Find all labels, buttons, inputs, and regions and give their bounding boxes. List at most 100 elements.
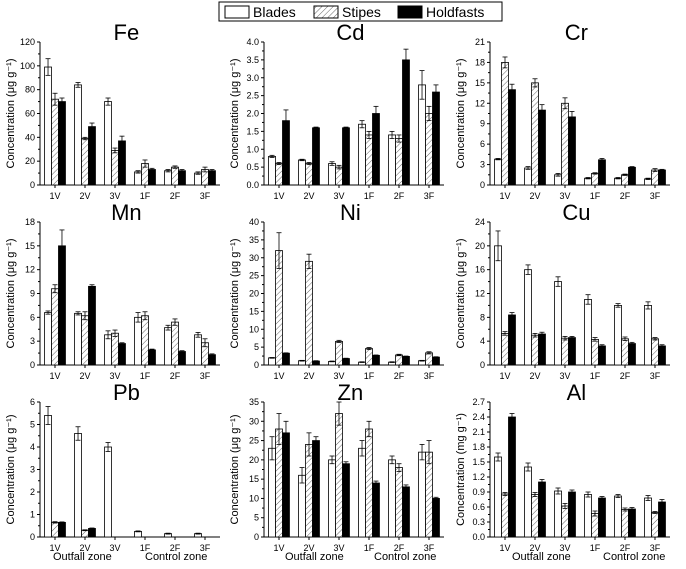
bar-blades-1f xyxy=(134,171,142,186)
bar-holdfasts-3v xyxy=(118,343,126,366)
x-tick-label: 1F xyxy=(364,191,375,201)
bar-holdfasts-1v xyxy=(282,352,290,366)
y-tick-label: 25 xyxy=(249,436,259,446)
y-axis-title: Concentration (μg g⁻¹) xyxy=(5,415,17,525)
x-tick-label: 2F xyxy=(170,543,181,553)
bar-holdfasts-1v xyxy=(58,521,66,538)
y-tick-label: 0.9 xyxy=(472,487,485,497)
panel-cu: 0 4 8 12 16 20 24 Concentration (μg g⁻¹) Cu 1V 2V 3… xyxy=(455,200,670,381)
x-tick-label: 3F xyxy=(650,191,661,201)
bar-blades-3v xyxy=(104,101,112,186)
bar-stipes-3v xyxy=(561,337,569,366)
bar-stipes-1v xyxy=(51,98,59,186)
bar-blades-1v xyxy=(494,245,502,366)
bar-holdfasts-3f xyxy=(432,498,440,538)
x-tick-label: 2F xyxy=(394,543,405,553)
y-tick-label: 0.6 xyxy=(472,502,485,512)
bar-stipes-3f xyxy=(651,169,659,186)
panel-cd: 0.0 0.5 1.0 1.5 2.0 2.5 3.0 3.5 4.0 Concentration… xyxy=(229,20,444,201)
y-tick-label: 2.1 xyxy=(472,427,485,437)
bar-holdfasts-2v xyxy=(312,127,320,186)
bar-holdfasts-3f xyxy=(208,354,216,366)
x-tick-label: 1V xyxy=(499,371,510,381)
zone-labels: Outfall zone Control zone Outfall zone C… xyxy=(53,551,665,563)
y-tick-label: 5 xyxy=(254,342,259,352)
x-tick-label: 1F xyxy=(140,543,151,553)
bar-stipes-2f xyxy=(395,467,403,538)
bar-holdfasts-1v xyxy=(282,432,290,538)
y-tick-label: 4 xyxy=(480,336,485,346)
y-tick-label: 5 xyxy=(254,513,259,523)
y-tick-label: 4.0 xyxy=(246,37,259,47)
bar-holdfasts-2v xyxy=(88,285,96,366)
bar-holdfasts-3v xyxy=(342,358,350,366)
zone-label-control-right: Control zone xyxy=(603,551,665,563)
bar-blades-1f xyxy=(134,316,142,366)
x-tick-label: 1V xyxy=(49,191,60,201)
bar-holdfasts-2f xyxy=(178,170,186,186)
bar-stipes-2f xyxy=(621,509,629,538)
zone-label-outfall-mid: Outfall zone xyxy=(285,551,344,563)
bar-stipes-1f xyxy=(365,348,373,366)
y-tick-label: 0 xyxy=(30,532,35,542)
y-tick-label: 60 xyxy=(25,109,35,119)
y-tick-label: 12 xyxy=(475,289,485,299)
legend-label-holdfasts: Holdfasts xyxy=(426,4,484,20)
bar-holdfasts-1v xyxy=(508,314,516,366)
x-tick-label: 1V xyxy=(273,191,284,201)
x-tick-label: 2F xyxy=(394,191,405,201)
y-tick-label: 9 xyxy=(30,289,35,299)
y-axis-title: Concentration (μg g⁻¹) xyxy=(229,415,241,525)
bar-stipes-3f xyxy=(651,512,659,538)
bar-holdfasts-3v xyxy=(342,463,350,538)
x-tick-label: 3V xyxy=(109,371,120,381)
bar-blades-1f xyxy=(584,299,592,366)
bar-holdfasts-1f xyxy=(598,159,606,186)
bar-blades-3v xyxy=(554,490,562,538)
bar-stipes-3v xyxy=(561,102,569,186)
panel-title: Cu xyxy=(562,200,590,225)
x-tick-label: 3V xyxy=(559,371,570,381)
bar-holdfasts-2v xyxy=(312,440,320,538)
bar-stipes-3f xyxy=(425,352,433,366)
bar-blades-2v xyxy=(74,433,82,538)
bar-blades-3v xyxy=(104,334,112,366)
y-tick-label: 10 xyxy=(249,493,259,503)
x-tick-label: 2F xyxy=(620,543,631,553)
bar-stipes-3v xyxy=(111,150,119,186)
bar-blades-2f xyxy=(388,134,396,186)
bar-stipes-2v xyxy=(81,138,89,186)
legend-swatch-holdfasts xyxy=(397,5,423,19)
y-tick-label: 15 xyxy=(249,474,259,484)
bar-holdfasts-1f xyxy=(372,354,380,366)
y-tick-label: 20 xyxy=(475,241,485,251)
y-tick-label: 2.0 xyxy=(246,109,259,119)
bar-stipes-3v xyxy=(111,332,119,366)
bar-holdfasts-2v xyxy=(538,109,546,186)
x-tick-label: 2V xyxy=(79,543,90,553)
x-tick-label: 1F xyxy=(590,371,601,381)
bar-holdfasts-2f xyxy=(402,356,410,366)
y-tick-label: 0 xyxy=(30,360,35,370)
zone-label-outfall-left: Outfall zone xyxy=(53,551,112,563)
bar-blades-2v xyxy=(524,269,532,366)
bar-stipes-1f xyxy=(365,134,373,186)
y-tick-label: 16 xyxy=(475,265,485,275)
y-tick-label: 1.5 xyxy=(246,126,259,136)
y-tick-label: 3.5 xyxy=(246,55,259,65)
y-tick-label: 0 xyxy=(480,180,485,190)
bar-stipes-1f xyxy=(141,315,149,366)
bar-holdfasts-1f xyxy=(598,497,606,538)
bar-stipes-2v xyxy=(305,163,313,186)
bar-stipes-1v xyxy=(275,428,283,538)
x-tick-label: 1V xyxy=(49,371,60,381)
bar-stipes-3v xyxy=(335,341,343,366)
x-tick-label: 1V xyxy=(49,543,60,553)
bar-stipes-1v xyxy=(501,62,509,186)
bar-stipes-2f xyxy=(171,166,179,186)
y-tick-label: 4 xyxy=(30,442,35,452)
legend-box xyxy=(218,1,503,22)
bar-stipes-3v xyxy=(561,505,569,538)
y-tick-label: 6 xyxy=(30,312,35,322)
x-tick-label: 1F xyxy=(364,371,375,381)
